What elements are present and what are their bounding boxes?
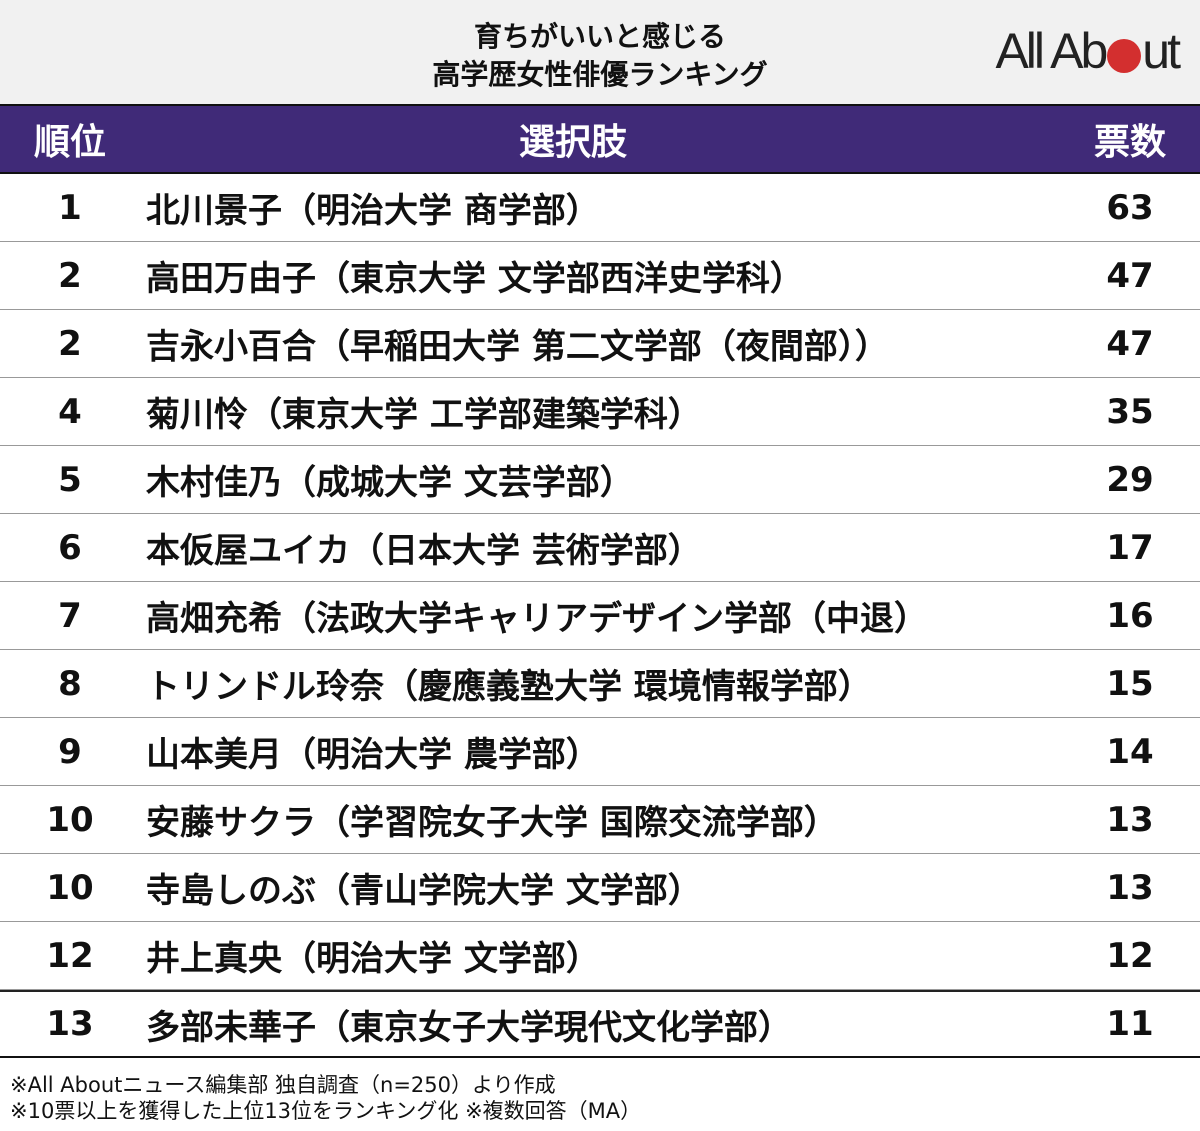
choice-cell: 寺島しのぶ（青山学院大学 文学部） (146, 871, 702, 911)
table-row: 7 高畑充希（法政大学キャリアデザイン学部（中退） 16 (0, 582, 1200, 650)
votes-cell: 47 (1106, 323, 1154, 364)
title-line-1: 育ちがいいと感じる (473, 20, 726, 53)
allabout-logo: All Ab ut (995, 23, 1181, 79)
choice-cell: 北川景子（明治大学 商学部） (146, 191, 600, 231)
logo-dot-icon (1107, 39, 1142, 73)
page-title: 育ちがいいと感じる 高学歴女性俳優ランキング (0, 18, 1200, 94)
logo-text-left: All Ab (995, 23, 1108, 79)
rank-cell: 4 (58, 391, 82, 432)
choice-cell: 吉永小百合（早稲田大学 第二文学部（夜間部）） (146, 327, 889, 367)
rank-cell: 12 (46, 935, 94, 976)
table-row: 2 高田万由子（東京大学 文学部西洋史学科） 47 (0, 242, 1200, 310)
title-banner: 育ちがいいと感じる 高学歴女性俳優ランキング All Ab ut (0, 0, 1200, 106)
choice-cell: 高田万由子（東京大学 文学部西洋史学科） (146, 259, 804, 299)
footnote-method: ※10票以上を獲得した上位13位をランキング化 ※複数回答（MA） (10, 1099, 642, 1123)
title-line-2: 高学歴女性俳優ランキング (432, 58, 768, 91)
rank-cell: 5 (58, 459, 82, 500)
rank-cell: 13 (46, 1004, 94, 1044)
table-row: 4 菊川怜（東京大学 工学部建築学科） 35 (0, 378, 1200, 446)
rank-cell: 6 (58, 527, 82, 568)
table-row: 10 寺島しのぶ（青山学院大学 文学部） 13 (0, 854, 1200, 922)
choice-cell: 安藤サクラ（学習院女子大学 国際交流学部） (146, 803, 838, 843)
votes-cell: 16 (1106, 595, 1154, 636)
votes-cell: 17 (1106, 527, 1154, 568)
votes-cell: 15 (1106, 663, 1154, 704)
logo-text-right: ut (1142, 23, 1181, 79)
rank-cell: 9 (58, 731, 82, 772)
votes-cell: 11 (1106, 1004, 1154, 1044)
table-row: 1 北川景子（明治大学 商学部） 63 (0, 174, 1200, 242)
choice-cell: 高畑充希（法政大学キャリアデザイン学部（中退） (146, 599, 928, 639)
rank-cell: 8 (58, 663, 82, 704)
rank-cell: 2 (58, 323, 82, 364)
table-row: 2 吉永小百合（早稲田大学 第二文学部（夜間部）） 47 (0, 310, 1200, 378)
table-body: 1 北川景子（明治大学 商学部） 63 2 高田万由子（東京大学 文学部西洋史学科） 47… (0, 174, 1200, 1058)
choice-cell: 井上真央（明治大学 文学部） (146, 939, 600, 979)
table-row: 9 山本美月（明治大学 農学部） 14 (0, 718, 1200, 786)
choice-cell: 多部未華子（東京女子大学現代文化学部） (146, 1007, 792, 1048)
votes-cell: 13 (1106, 799, 1154, 840)
votes-cell: 47 (1106, 255, 1154, 296)
votes-cell: 14 (1106, 731, 1154, 772)
votes-cell: 13 (1106, 867, 1154, 908)
choice-cell: 菊川怜（東京大学 工学部建築学科） (146, 395, 702, 435)
table-row: 8 トリンドル玲奈（慶應義塾大学 環境情報学部） 15 (0, 650, 1200, 718)
header-votes: 票数 (1093, 122, 1166, 163)
choice-cell: 木村佳乃（成城大学 文芸学部） (146, 463, 634, 503)
rank-cell: 1 (58, 187, 82, 228)
rank-cell: 7 (58, 595, 82, 636)
header-choice: 選択肢 (518, 122, 627, 163)
choice-cell: トリンドル玲奈（慶應義塾大学 環境情報学部） (146, 667, 872, 707)
header-rank: 順位 (33, 122, 106, 163)
choice-cell: 本仮屋ユイカ（日本大学 芸術学部） (146, 531, 702, 571)
footnote-source: ※All Aboutニュース編集部 独自調査（n=250）より作成 (10, 1073, 556, 1097)
choice-cell: 山本美月（明治大学 農学部） (146, 735, 600, 775)
table-row: 10 安藤サクラ（学習院女子大学 国際交流学部） 13 (0, 786, 1200, 854)
votes-cell: 12 (1106, 935, 1154, 976)
table-row: 12 井上真央（明治大学 文学部） 12 (0, 922, 1200, 990)
rank-cell: 10 (46, 867, 94, 908)
votes-cell: 63 (1106, 187, 1154, 228)
table-row: 13 多部未華子（東京女子大学現代文化学部） 11 (0, 990, 1200, 1058)
votes-cell: 35 (1106, 391, 1154, 432)
table-row: 6 本仮屋ユイカ（日本大学 芸術学部） 17 (0, 514, 1200, 582)
rank-cell: 10 (46, 799, 94, 840)
rank-cell: 2 (58, 255, 82, 296)
votes-cell: 29 (1106, 459, 1154, 500)
table-header: 順位 選択肢 票数 (0, 106, 1200, 174)
footnotes: ※All Aboutニュース編集部 独自調査（n=250）より作成 ※10票以上… (10, 1072, 641, 1124)
table-row: 5 木村佳乃（成城大学 文芸学部） 29 (0, 446, 1200, 514)
